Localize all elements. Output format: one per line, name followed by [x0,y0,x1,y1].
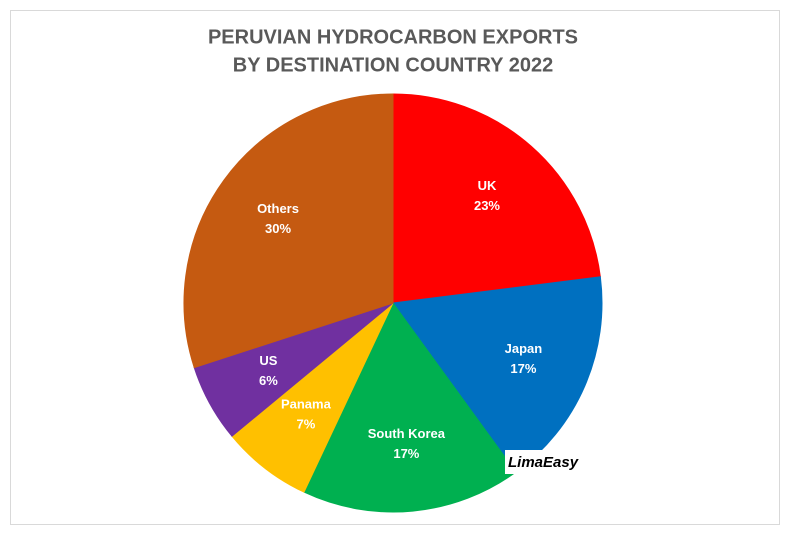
slice-label: UK [478,178,497,193]
slice-value-label: 6% [259,373,278,388]
pie [183,93,603,513]
slice-value-label: 17% [510,361,536,376]
chart-title: BY DESTINATION COUNTRY 2022 [233,54,553,76]
pie-slice [303,302,517,513]
data-labels: UK 23% Japan 17% South Korea 17% Panama 7% US 6% O… [257,178,542,461]
pie-slice [392,93,601,304]
slice-value-label: 7% [296,417,315,432]
slice-label: US [259,353,277,368]
slice-value-label: 17% [393,446,419,461]
slice-value-label: 23% [474,198,500,213]
slice-label: Others [257,201,299,216]
watermark-box [505,450,577,474]
slice-label: Japan [505,341,543,356]
slice-value-label: 30% [265,221,291,236]
slice-label: South Korea [368,426,446,441]
slice-label: Panama [281,397,332,412]
chart-title: PERUVIAN HYDROCARBON EXPORTS [208,26,578,48]
pie-slice [183,93,394,369]
watermark: LimaEasy [508,454,579,471]
